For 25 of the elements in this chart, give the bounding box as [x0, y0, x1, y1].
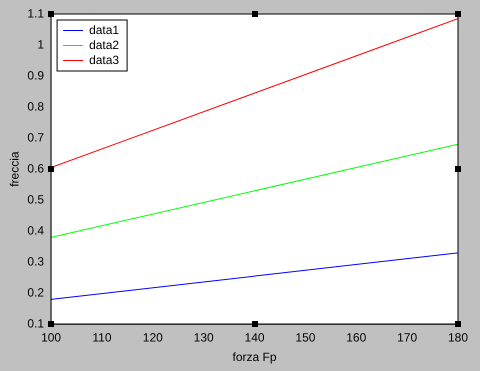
y-tick-label: 0.9	[27, 68, 44, 82]
x-axis-title: forza Fp	[232, 350, 277, 364]
x-tick-label: 140	[244, 330, 265, 345]
x-tick-label: 130	[194, 330, 214, 345]
x-tick-label: 180	[448, 330, 468, 345]
x-tick-label: 110	[92, 330, 112, 345]
x-tick-label: 120	[142, 330, 164, 345]
y-tick-label: 1	[37, 37, 44, 52]
y-tick-label: 0.8	[27, 99, 44, 114]
y-tick-label: 0.6	[27, 161, 44, 176]
x-tick-label: 170	[397, 330, 418, 345]
y-tick-label: 0.1	[27, 316, 44, 331]
y-tick-label: 0.2	[27, 285, 44, 300]
x-tick-label: 150	[295, 330, 316, 345]
legend-label: data2	[89, 38, 120, 52]
y-tick-label: 1.1	[27, 6, 44, 20]
y-tick-label: 0.7	[27, 130, 44, 144]
x-tick-label: 100	[41, 330, 62, 345]
legend-label: data3	[89, 52, 120, 67]
y-tick-label: 0.5	[27, 192, 44, 206]
y-axis-title: freccia	[8, 151, 22, 187]
y-tick-label: 0.4	[27, 223, 44, 238]
x-tick-label: 160	[346, 330, 367, 345]
legend-label: data1	[89, 22, 120, 37]
y-tick-label: 0.3	[27, 254, 44, 268]
